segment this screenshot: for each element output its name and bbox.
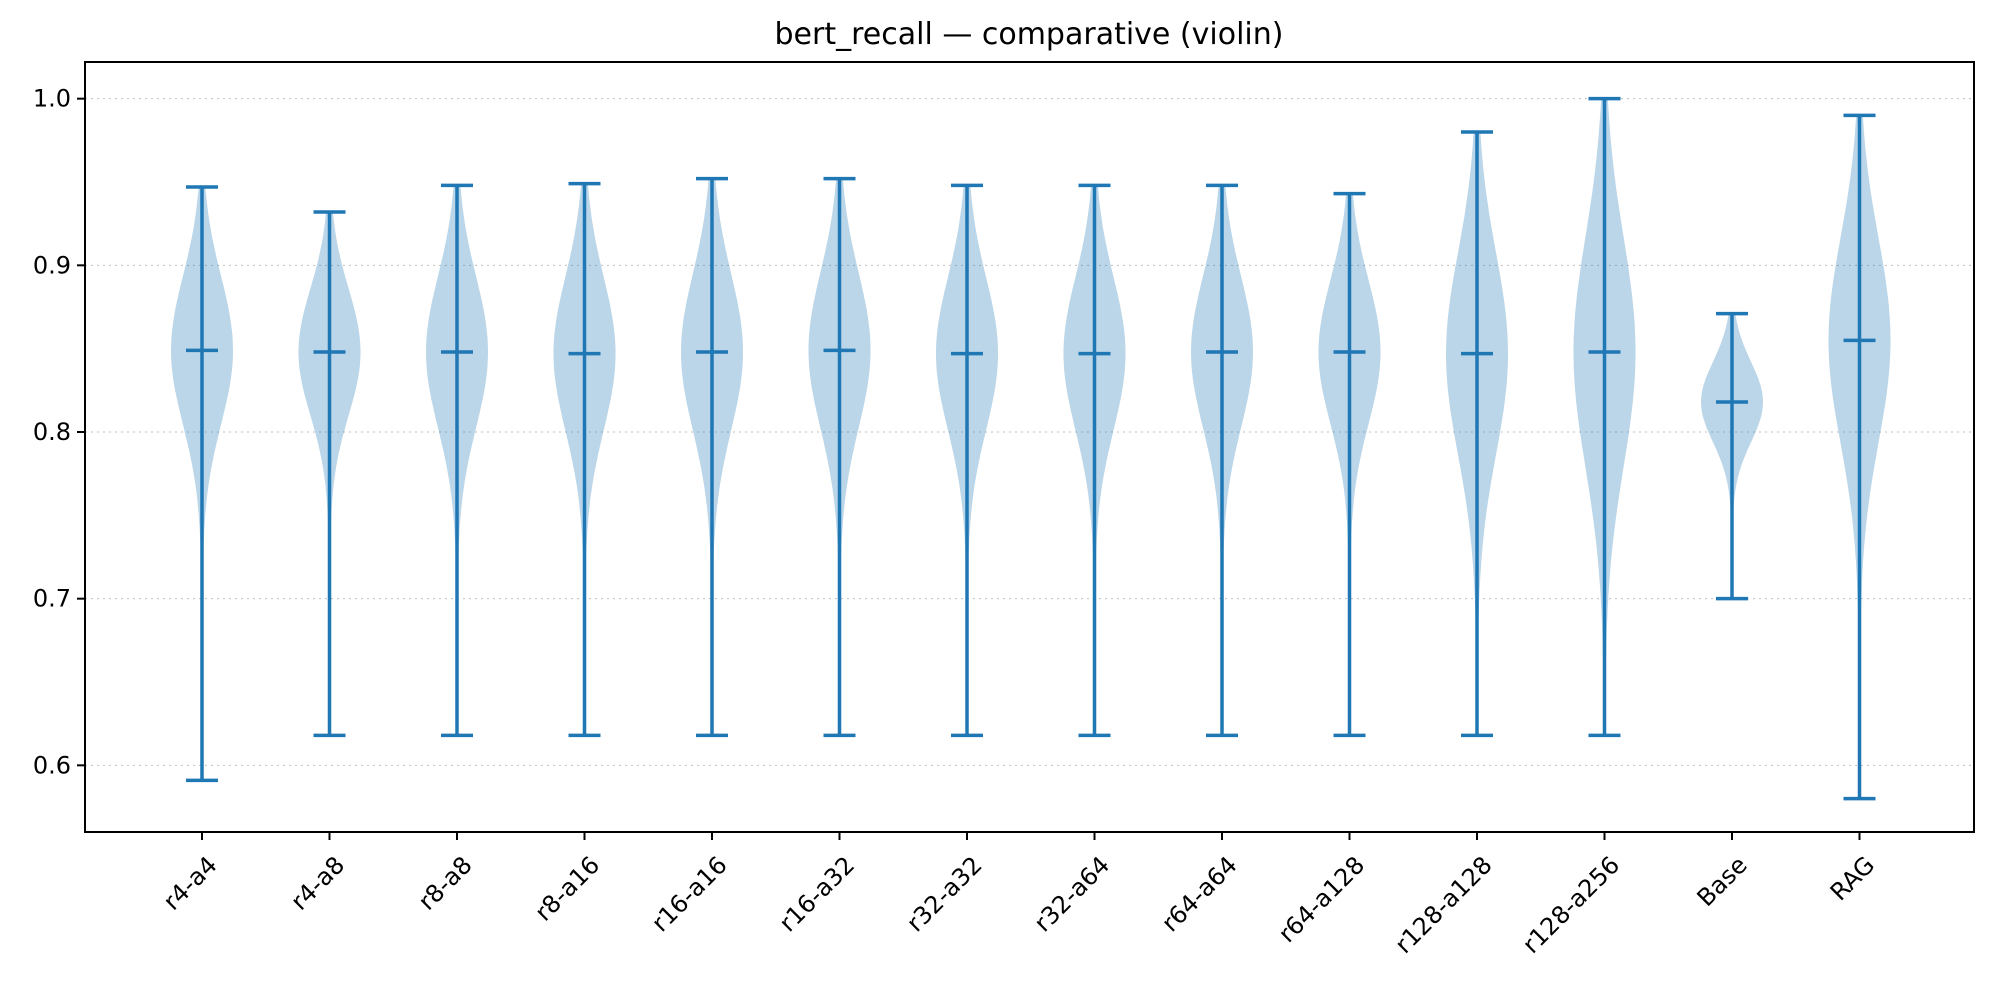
x-tick-label: r64-a64 bbox=[1156, 851, 1242, 937]
y-tick-label: 0.9 bbox=[33, 251, 71, 279]
y-tick-label: 0.6 bbox=[33, 751, 71, 779]
x-tick-label: r64-a128 bbox=[1273, 851, 1370, 948]
x-axis: r4-a4 r4-a8 r8-a8 r8-a16 r16-a16 r16-a32 r32-a… bbox=[158, 832, 1880, 959]
x-tick-label: r16-a16 bbox=[646, 851, 732, 937]
x-tick-label: r128-a128 bbox=[1390, 851, 1498, 959]
y-tick-label: 1.0 bbox=[33, 85, 71, 113]
violins bbox=[171, 96, 1891, 801]
x-tick-label: r4-a4 bbox=[158, 851, 223, 916]
x-tick-label: Base bbox=[1692, 851, 1753, 912]
x-tick-label: r8-a8 bbox=[413, 851, 478, 916]
x-tick-label: r32-a64 bbox=[1029, 851, 1115, 937]
plot-frame bbox=[84, 61, 1975, 833]
x-tick-label: r8-a16 bbox=[529, 851, 605, 927]
y-tick-label: 0.8 bbox=[33, 418, 71, 446]
y-axis: 0.6 0.7 0.8 0.9 1.0 bbox=[33, 85, 85, 779]
x-tick-label: r4-a8 bbox=[285, 851, 350, 916]
x-tick-label: r16-a32 bbox=[774, 851, 860, 937]
chart-title: bert_recall — comparative (violin) bbox=[775, 17, 1284, 52]
gridlines bbox=[85, 98, 1974, 766]
x-tick-label: RAG bbox=[1825, 851, 1880, 906]
y-tick-label: 0.7 bbox=[33, 585, 71, 613]
x-tick-label: r128-a256 bbox=[1517, 851, 1625, 959]
x-tick-label: r32-a32 bbox=[901, 851, 987, 937]
